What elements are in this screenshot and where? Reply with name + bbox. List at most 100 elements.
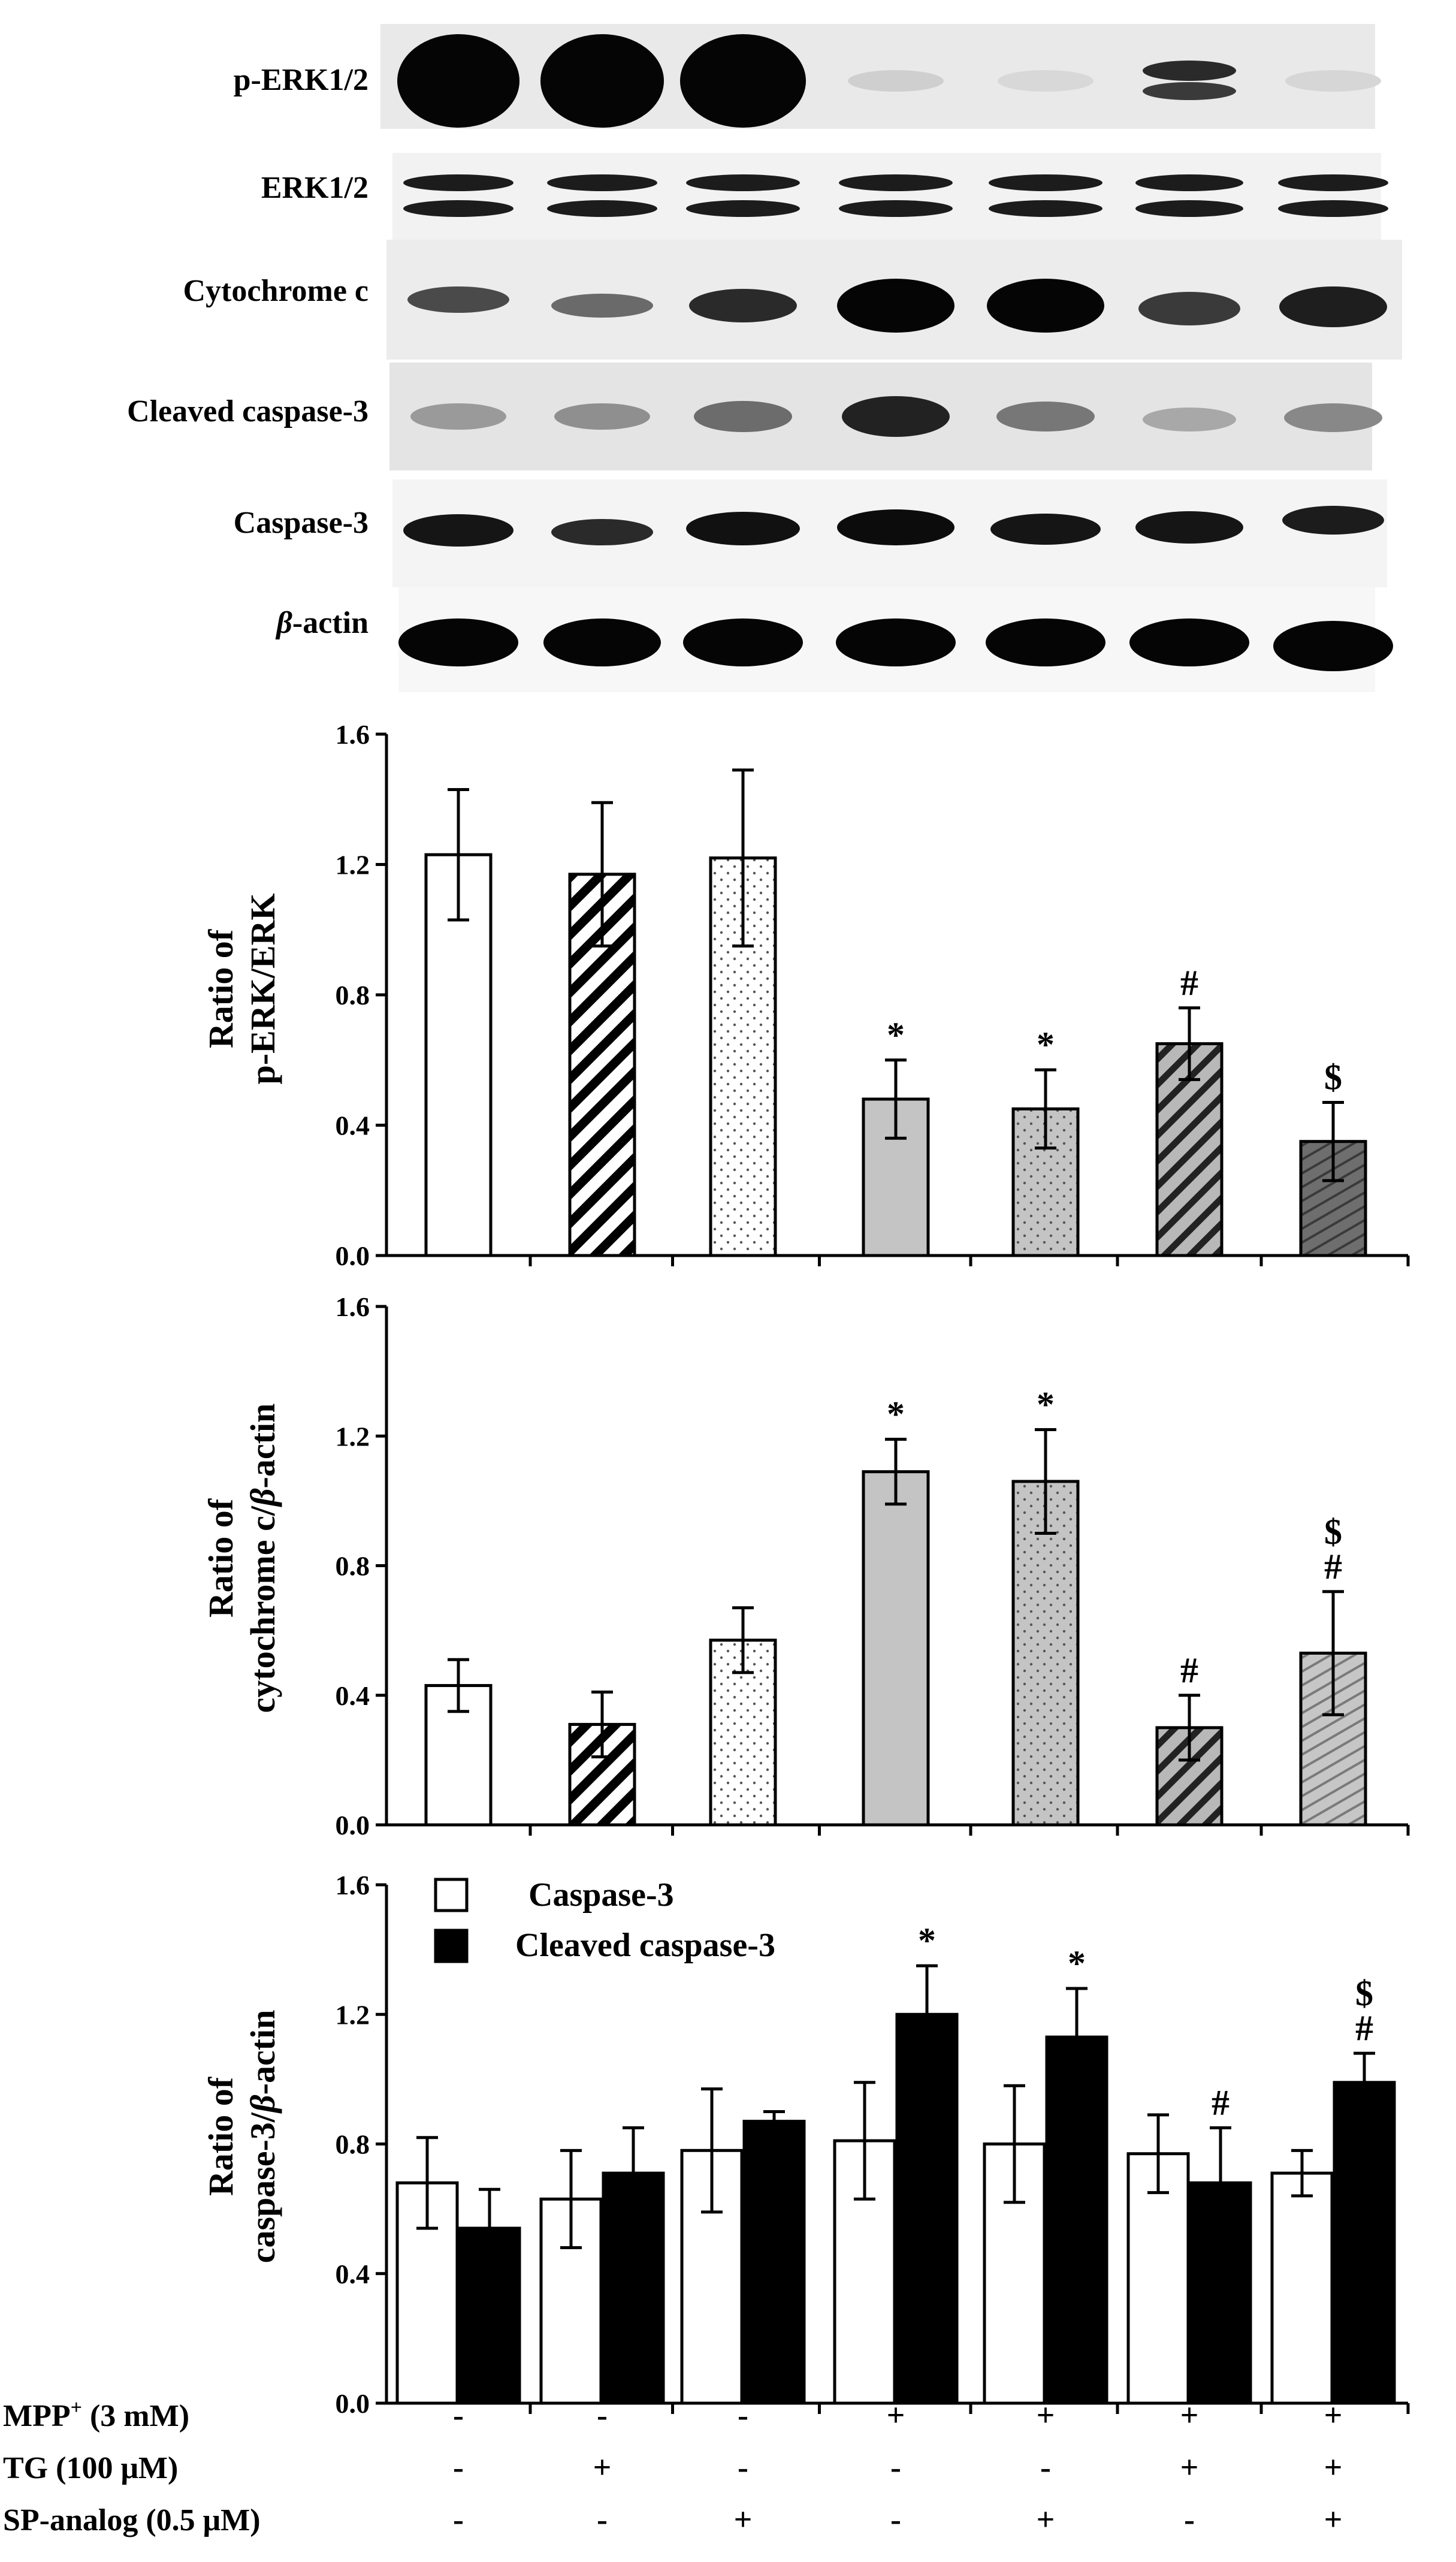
blot-label-p-erk: p-ERK1/2 xyxy=(234,63,368,97)
treatment-sign: - xyxy=(890,2449,901,2485)
treatment-sign: + xyxy=(1324,2397,1343,2433)
treatment-sign: + xyxy=(1180,2449,1199,2485)
bar xyxy=(1011,1107,1080,1257)
blot-label-cytochrome-c: Cytochrome c xyxy=(183,274,369,308)
significance-mark: # xyxy=(1180,963,1198,1003)
chart-cytochrome-c-ratio: Ratio of cytochrome c/β-actin 0.0 0.4 0.8 1… xyxy=(201,1291,1410,1840)
bands-beta-actin xyxy=(398,618,1393,671)
treatment-mpp-post: (3 mM) xyxy=(82,2399,189,2433)
treatment-sign: + xyxy=(1037,2501,1055,2537)
chart3-ylabel-line1: Ratio of xyxy=(201,2077,240,2196)
significance-mark: * xyxy=(918,1921,936,1960)
treatment-sign: - xyxy=(1040,2449,1051,2485)
treatment-label-tg: TG (100 μM) xyxy=(3,2451,178,2485)
blot-label-cleaved-caspase-3: Cleaved caspase-3 xyxy=(127,394,368,428)
bar xyxy=(895,2012,959,2405)
chart1-ylabel-line1: Ratio of xyxy=(201,929,240,1048)
chart2-ylabel-post: -actin xyxy=(243,1404,282,1489)
treatment-sign: + xyxy=(734,2501,753,2537)
y-tick-label: 0.4 xyxy=(336,1680,370,1711)
chart1-bars: * * # $ xyxy=(424,768,1367,1257)
y-tick-label: 0.8 xyxy=(336,980,370,1010)
treatment-mpp-sup: + xyxy=(71,2397,82,2419)
bar xyxy=(1011,1480,1080,1827)
treatment-label-sp-analog: SP-analog (0.5 μM) xyxy=(3,2503,261,2537)
significance-mark: $ xyxy=(1355,1973,1373,2013)
treatment-label-mpp: MPP+ (3 mM) xyxy=(3,2397,189,2433)
treatment-sign: - xyxy=(738,2397,748,2433)
legend-swatch-cleaved-caspase-3 xyxy=(434,1929,469,1963)
treatment-table: MPP+ (3 mM) TG (100 μM) SP-analog (0.5 μ… xyxy=(3,2397,1342,2537)
legend-label-cleaved-caspase-3: Cleaved caspase-3 xyxy=(515,1927,775,1964)
y-tick-label: 1.2 xyxy=(336,850,370,880)
treatment-sign: + xyxy=(1324,2501,1343,2537)
bar xyxy=(1126,2152,1190,2405)
y-tick-label: 1.2 xyxy=(336,1999,370,2030)
treatment-sign: + xyxy=(1324,2449,1343,2485)
bar xyxy=(1270,2171,1334,2405)
chart3-bars: **#$# xyxy=(395,1921,1396,2405)
y-tick-label: 0.4 xyxy=(336,1110,370,1141)
y-tick-label: 1.6 xyxy=(336,1870,370,1900)
y-tick-label: 0.0 xyxy=(336,1810,370,1840)
y-tick-label: 0.4 xyxy=(336,2259,370,2289)
significance-mark: $ xyxy=(1324,1057,1342,1097)
chart3-ylabel-line2: caspase-3/β-actin xyxy=(243,2010,282,2264)
bands-cleaved-caspase-3 xyxy=(410,396,1382,437)
significance-mark: # xyxy=(1324,1547,1342,1586)
significance-mark: * xyxy=(887,1015,905,1055)
blot-label-erk: ERK1/2 xyxy=(261,171,368,205)
treatment-sign: - xyxy=(890,2501,901,2537)
blot-label-beta-actin: β-actin xyxy=(275,606,368,640)
bands-cytochrome-c xyxy=(407,279,1387,333)
chart-p-erk-ratio: Ratio of p-ERK/ERK 0.0 0.4 0.8 1.2 1.6 * * # $ xyxy=(201,719,1410,1271)
blot-label-actin-rest: -actin xyxy=(292,606,368,640)
treatment-sign: - xyxy=(453,2397,464,2433)
bar xyxy=(568,1722,636,1827)
bar xyxy=(1045,2035,1108,2405)
chart3-ylabel-beta: β xyxy=(243,2095,282,2114)
chart-caspase-3-ratio: Ratio of caspase-3/β-actin 0.0 0.4 0.8 1.2 1… xyxy=(201,1870,1410,2419)
legend-label-caspase-3: Caspase-3 xyxy=(528,1876,674,1914)
chart1-axes: 0.0 0.4 0.8 1.2 1.6 xyxy=(336,719,1410,1271)
significance-mark: * xyxy=(887,1395,905,1434)
treatment-sign: - xyxy=(597,2397,608,2433)
bar xyxy=(862,1470,930,1827)
treatment-sign: + xyxy=(1180,2397,1199,2433)
beta-symbol: β xyxy=(275,606,292,640)
bar xyxy=(742,2120,806,2405)
chart2-bars: * *#$# xyxy=(424,1384,1367,1827)
significance-mark: # xyxy=(1212,2083,1230,2122)
bands-erk xyxy=(403,174,1388,217)
chart1-ylabel-line2: p-ERK/ERK xyxy=(243,893,282,1084)
significance-mark: * xyxy=(1037,1384,1055,1424)
chart2-ylabel-beta: β xyxy=(243,1488,282,1507)
y-tick-label: 0.8 xyxy=(336,2129,370,2160)
chart2-ylabel-line1: Ratio of xyxy=(201,1498,240,1618)
treatment-mpp-pre: MPP xyxy=(3,2399,71,2433)
treatment-sign: + xyxy=(1037,2397,1055,2433)
chart2-ylabel-pre: cytochrome c/ xyxy=(243,1505,282,1713)
significance-mark: # xyxy=(1180,1650,1198,1690)
significance-mark: # xyxy=(1355,2008,1373,2048)
y-tick-label: 1.2 xyxy=(336,1421,370,1452)
chart3-legend: Caspase-3 Cleaved caspase-3 xyxy=(434,1876,775,1964)
chart3-ylabel-post: -actin xyxy=(243,2010,282,2095)
treatment-sign: + xyxy=(593,2449,612,2485)
chart2-ylabel-line2: cytochrome c/β-actin xyxy=(243,1404,282,1713)
bar xyxy=(424,853,493,1257)
treatment-sign: - xyxy=(738,2449,748,2485)
treatment-sign: + xyxy=(887,2397,905,2433)
y-tick-label: 0.8 xyxy=(336,1551,370,1582)
y-tick-label: 0.0 xyxy=(336,2388,370,2419)
treatment-sign: - xyxy=(1184,2501,1195,2537)
bands-caspase-3 xyxy=(403,506,1384,547)
y-tick-label: 0.0 xyxy=(336,1241,370,1271)
treatment-sign: - xyxy=(453,2449,464,2485)
significance-mark: * xyxy=(1068,1944,1086,1983)
legend-swatch-caspase-3 xyxy=(434,1878,469,1912)
significance-mark: * xyxy=(1037,1025,1055,1064)
treatment-signs: - - - + + + + - + - - - + + - - + - + - + xyxy=(453,2397,1342,2537)
chart3-ylabel-pre: caspase-3/ xyxy=(243,2112,282,2263)
